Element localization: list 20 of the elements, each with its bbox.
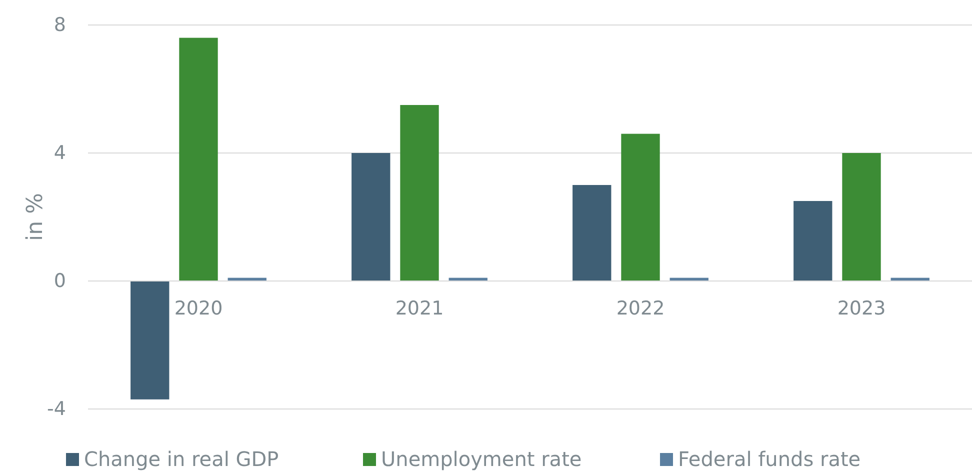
y-tick-label: 0 — [54, 270, 66, 292]
y-tick-label: 8 — [54, 14, 66, 36]
bar — [352, 153, 390, 281]
bar — [179, 38, 218, 281]
bar — [572, 185, 612, 281]
legend-label: Federal funds rate — [678, 447, 861, 471]
y-tick-label: 4 — [54, 142, 66, 164]
bar — [130, 281, 170, 400]
legend-label: Unemployment rate — [381, 447, 582, 471]
bar — [400, 105, 439, 281]
bar — [794, 201, 832, 281]
legend-label: Change in real GDP — [84, 447, 279, 471]
y-tick-label: -4 — [47, 398, 66, 420]
x-tick-label: 2022 — [616, 297, 665, 320]
bar — [621, 134, 660, 281]
bar — [842, 153, 881, 281]
x-tick-label: 2021 — [395, 297, 444, 320]
x-tick-label: 2023 — [837, 297, 886, 320]
x-tick-label: 2020 — [174, 297, 223, 320]
y-axis-title: in % — [23, 193, 48, 241]
